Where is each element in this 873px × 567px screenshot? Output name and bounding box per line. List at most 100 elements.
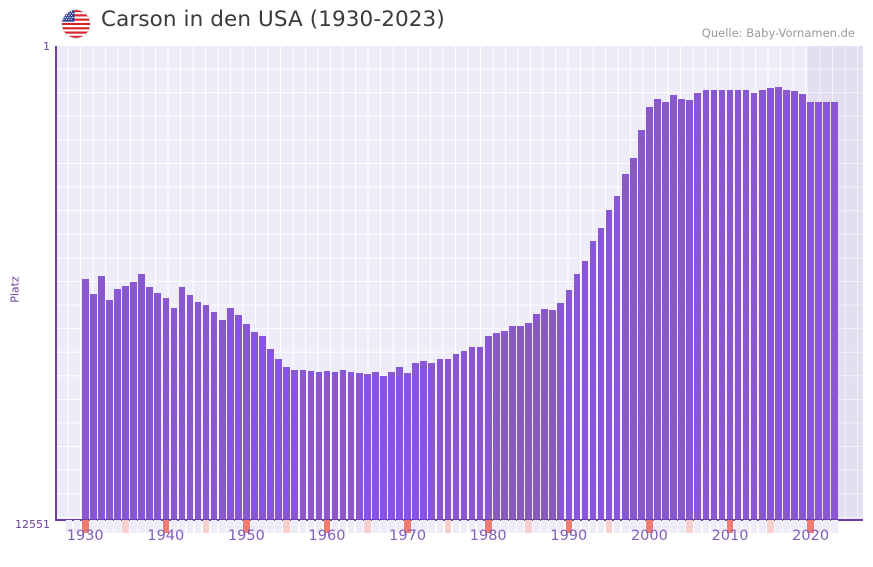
bar[interactable] [226,308,234,519]
bar[interactable] [694,92,702,519]
bar[interactable] [597,227,605,519]
bar[interactable] [662,101,669,519]
bar[interactable] [799,94,806,519]
bar[interactable] [565,290,573,519]
bar[interactable] [758,90,766,519]
bar[interactable] [170,308,178,519]
bar[interactable] [307,370,315,519]
bar[interactable] [283,367,291,519]
bar[interactable] [823,101,831,519]
bar[interactable] [581,260,589,519]
bar[interactable] [807,101,814,519]
bar[interactable] [492,333,500,519]
bar[interactable] [412,363,419,519]
bar[interactable] [275,358,282,519]
bar[interactable] [541,309,548,519]
bar[interactable] [501,330,508,519]
bar[interactable] [638,129,645,519]
bar[interactable] [718,89,726,519]
bar[interactable] [372,371,379,519]
bar[interactable] [460,351,468,519]
bar[interactable] [146,287,153,519]
bar[interactable] [573,273,581,519]
year-marker [89,520,97,533]
bar[interactable] [364,373,371,519]
year-marker [799,520,806,533]
bar[interactable] [114,289,121,519]
bar[interactable] [452,354,460,519]
bar[interactable] [734,90,742,519]
bar[interactable] [404,373,411,519]
bar[interactable] [605,210,613,519]
bar[interactable] [202,304,210,519]
bar[interactable] [130,281,137,519]
bar[interactable] [702,90,710,519]
bar[interactable] [339,370,347,519]
bar[interactable] [444,358,452,519]
bar[interactable] [331,371,339,519]
bar[interactable] [726,89,734,519]
bar[interactable] [436,358,444,519]
bar[interactable] [122,285,129,519]
bar[interactable] [218,319,226,519]
bar[interactable] [420,361,428,519]
bar[interactable] [509,325,516,519]
bar[interactable] [710,90,718,519]
bar[interactable] [533,313,540,519]
bar[interactable] [380,376,387,519]
bar[interactable] [178,287,186,519]
bar[interactable] [267,349,274,519]
bar[interactable] [831,101,839,519]
bar[interactable] [791,91,798,519]
bar[interactable] [646,107,653,519]
bar[interactable] [613,195,621,519]
bar[interactable] [517,326,524,519]
bar[interactable] [154,293,162,519]
bar[interactable] [162,298,170,519]
bar[interactable] [468,346,476,519]
bar[interactable] [654,98,661,519]
bar[interactable] [750,92,758,519]
bar[interactable] [235,315,242,519]
bar[interactable] [670,94,677,519]
bar[interactable] [251,331,258,519]
bar[interactable] [194,301,202,519]
bar[interactable] [347,372,355,519]
year-marker [815,520,822,533]
year-marker [218,520,226,533]
bar[interactable] [686,100,694,519]
bar[interactable] [783,90,790,519]
bar[interactable] [767,88,774,519]
bar[interactable] [323,370,331,519]
bar[interactable] [629,158,637,519]
bar[interactable] [210,312,218,519]
y-axis-line [55,46,57,520]
bar[interactable] [388,371,395,519]
bar[interactable] [621,174,629,519]
bar[interactable] [678,99,685,519]
bar[interactable] [138,273,145,519]
bar[interactable] [549,310,556,519]
bar[interactable] [396,367,403,519]
bar[interactable] [484,336,492,519]
bar[interactable] [589,241,597,519]
bar[interactable] [525,323,532,519]
bar[interactable] [98,275,105,519]
bar[interactable] [186,295,194,519]
bar[interactable] [299,370,307,519]
bar[interactable] [315,372,323,519]
bar[interactable] [291,370,299,519]
bar[interactable] [742,89,750,519]
bar[interactable] [106,300,113,519]
bar[interactable] [557,303,565,519]
bar[interactable] [81,278,89,519]
bar[interactable] [89,293,97,519]
bar[interactable] [259,336,266,519]
bar[interactable] [355,373,363,519]
bar-series [57,46,863,519]
bar[interactable] [476,346,484,519]
bar[interactable] [428,363,436,519]
bar[interactable] [815,101,822,519]
bar[interactable] [775,87,782,519]
bar[interactable] [243,323,250,519]
